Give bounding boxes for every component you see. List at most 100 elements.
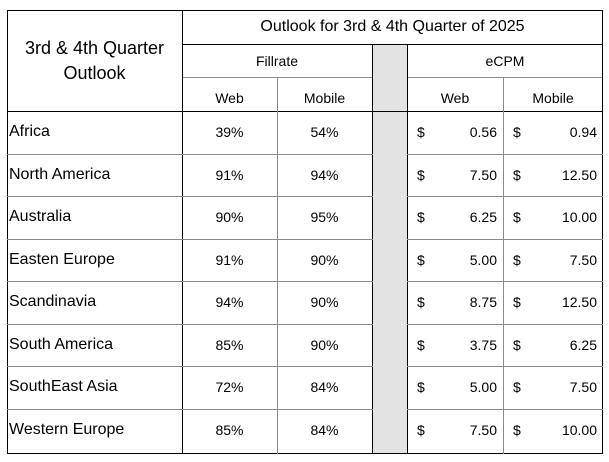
spacer-column (373, 152, 407, 156)
grid-line (7, 366, 603, 367)
row-fillrate-web: 91% (215, 166, 244, 183)
currency-symbol: $ (513, 336, 521, 353)
row-fillrate-mobile: 54% (310, 124, 339, 141)
row-fillrate-web: 85% (215, 421, 244, 438)
row-region: North America (9, 165, 111, 183)
spacer-column (373, 365, 407, 368)
grid-line (372, 44, 373, 454)
spacer-column (373, 280, 407, 283)
ecpm-value: 7.50 (469, 166, 497, 183)
row-fillrate-mobile: 95% (310, 209, 339, 226)
row-region: Western Europe (9, 420, 125, 438)
ecpm-value: 10.00 (561, 209, 597, 226)
grid-line (503, 77, 504, 454)
subheader-ecpm-mobile: Mobile (532, 90, 574, 106)
ecpm-value: 7.50 (569, 379, 597, 396)
row-region: Easten Europe (9, 250, 115, 268)
row-fillrate-mobile: 90% (310, 251, 339, 268)
grid-line (7, 281, 603, 282)
row-ecpm-mobile: $10.00 (503, 196, 603, 239)
currency-symbol: $ (513, 124, 521, 141)
ecpm-value: 7.50 (469, 421, 497, 438)
ecpm-value: 0.56 (469, 124, 497, 141)
currency-symbol: $ (513, 166, 521, 183)
grid-line (7, 238, 603, 240)
row-ecpm-web: $7.50 (407, 409, 503, 452)
currency-symbol: $ (417, 336, 425, 353)
row-ecpm-web: $7.50 (407, 154, 503, 197)
corner-title-line1: 3rd & 4th Quarter (24, 37, 165, 58)
grid-line (7, 153, 603, 155)
spacer-column (373, 237, 407, 241)
currency-symbol: $ (513, 379, 521, 396)
ecpm-value: 6.25 (569, 336, 597, 353)
row-fillrate-web: 90% (215, 209, 244, 226)
row-ecpm-web: $0.56 (407, 111, 503, 154)
row-fillrate-mobile: 84% (310, 421, 339, 438)
row-region: SouthEast Asia (9, 378, 118, 396)
group-header-fillrate: Fillrate (255, 52, 298, 69)
ecpm-value: 12.50 (561, 294, 597, 311)
row-fillrate-web: 91% (215, 251, 244, 268)
currency-symbol: $ (513, 251, 521, 268)
currency-symbol: $ (417, 251, 425, 268)
row-ecpm-mobile: $0.94 (503, 111, 603, 154)
grid-line (7, 323, 603, 325)
row-ecpm-mobile: $10.00 (503, 409, 603, 452)
currency-symbol: $ (513, 209, 521, 226)
row-fillrate-mobile: 94% (310, 166, 339, 183)
currency-symbol: $ (513, 421, 521, 438)
ecpm-value: 5.00 (469, 251, 497, 268)
ecpm-value: 3.75 (469, 336, 497, 353)
grid-line (602, 10, 603, 454)
currency-symbol: $ (417, 209, 425, 226)
grid-line (7, 196, 603, 197)
row-ecpm-web: $6.25 (407, 196, 503, 239)
grid-line (277, 77, 278, 454)
grid-line (407, 77, 603, 78)
subheader-ecpm-web: Web (440, 90, 470, 106)
row-fillrate-mobile: 90% (310, 336, 339, 353)
row-region: Scandinavia (9, 293, 97, 311)
grid-line (7, 453, 603, 454)
ecpm-value: 0.94 (569, 124, 597, 141)
ecpm-value: 7.50 (569, 251, 597, 268)
subheader-fillrate-mobile: Mobile (303, 90, 346, 106)
row-ecpm-web: $5.00 (407, 366, 503, 409)
spacer-column (372, 44, 407, 454)
spacer-column (373, 407, 407, 411)
currency-symbol: $ (417, 166, 425, 183)
currency-symbol: $ (417, 124, 425, 141)
row-ecpm-web: $3.75 (407, 324, 503, 367)
currency-symbol: $ (513, 294, 521, 311)
row-fillrate-mobile: 84% (310, 379, 339, 396)
grid-line (7, 10, 8, 454)
row-region: Australia (9, 208, 72, 226)
grid-line (182, 10, 183, 454)
group-header-ecpm: eCPM (485, 52, 525, 69)
spacer-column (373, 322, 407, 326)
grid-line (407, 44, 408, 454)
ecpm-value: 10.00 (561, 421, 597, 438)
corner-title: 3rd & 4th Quarter Outlook (7, 10, 182, 111)
ecpm-value: 12.50 (561, 166, 597, 183)
row-ecpm-mobile: $7.50 (503, 239, 603, 282)
corner-title-line2: Outlook (63, 62, 126, 83)
grid-line (7, 10, 603, 11)
row-ecpm-mobile: $12.50 (503, 281, 603, 324)
grid-line (182, 44, 603, 45)
subheader-fillrate-web: Web (215, 90, 244, 106)
ecpm-value: 6.25 (469, 209, 497, 226)
grid-line (7, 408, 603, 410)
row-ecpm-web: $8.75 (407, 281, 503, 324)
row-region: Africa (9, 123, 50, 141)
currency-symbol: $ (417, 379, 425, 396)
ecpm-value: 5.00 (469, 379, 497, 396)
row-ecpm-web: $5.00 (407, 239, 503, 282)
ecpm-value: 8.75 (469, 294, 497, 311)
row-fillrate-web: 85% (215, 336, 244, 353)
currency-symbol: $ (417, 294, 425, 311)
outlook-table: 3rd & 4th Quarter Outlook Outlook for 3r… (7, 10, 603, 454)
row-fillrate-mobile: 90% (310, 294, 339, 311)
currency-symbol: $ (417, 421, 425, 438)
